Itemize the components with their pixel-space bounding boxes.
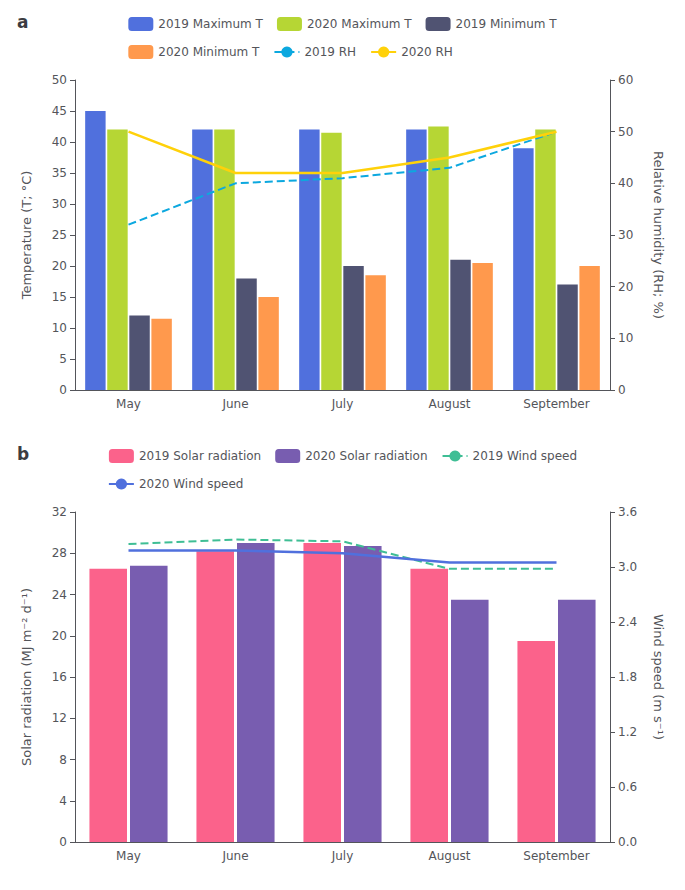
svg-text:2020 Solar radiation: 2020 Solar radiation [305, 449, 427, 463]
svg-text:2019 Maximum T: 2019 Maximum T [158, 17, 263, 31]
svg-text:Relative humidity (RH; %): Relative humidity (RH; %) [651, 151, 666, 319]
svg-text:3.0: 3.0 [618, 560, 637, 574]
svg-text:June: June [221, 849, 248, 863]
svg-text:50: 50 [52, 73, 67, 87]
svg-text:10: 10 [52, 321, 67, 335]
svg-text:30: 30 [52, 197, 67, 211]
svg-text:2020 Minimum T: 2020 Minimum T [158, 45, 260, 59]
svg-text:10: 10 [618, 331, 633, 345]
svg-text:40: 40 [52, 135, 67, 149]
svg-text:September: September [523, 849, 589, 863]
svg-text:b: b [17, 444, 29, 464]
svg-text:July: July [331, 397, 354, 411]
svg-text:30: 30 [618, 228, 633, 242]
svg-text:35: 35 [52, 166, 67, 180]
svg-text:50: 50 [618, 125, 633, 139]
svg-text:Wind speed (m s⁻¹): Wind speed (m s⁻¹) [651, 614, 666, 740]
svg-text:2019 Solar radiation: 2019 Solar radiation [139, 449, 261, 463]
svg-text:20: 20 [618, 280, 633, 294]
svg-text:1.8: 1.8 [618, 670, 637, 684]
svg-text:0: 0 [618, 383, 626, 397]
svg-text:2019 Wind speed: 2019 Wind speed [473, 449, 578, 463]
svg-text:24: 24 [52, 588, 67, 602]
svg-text:60: 60 [618, 73, 633, 87]
svg-text:12: 12 [52, 711, 67, 725]
svg-text:5: 5 [59, 352, 67, 366]
svg-text:0: 0 [59, 383, 67, 397]
svg-text:40: 40 [618, 176, 633, 190]
svg-text:20: 20 [52, 259, 67, 273]
svg-text:45: 45 [52, 104, 67, 118]
svg-text:2020 Wind speed: 2020 Wind speed [139, 477, 244, 491]
svg-text:July: July [331, 849, 354, 863]
svg-text:May: May [116, 849, 141, 863]
svg-text:August: August [429, 397, 471, 411]
svg-text:2019 Minimum T: 2019 Minimum T [456, 17, 558, 31]
svg-text:0: 0 [59, 835, 67, 849]
svg-text:1.2: 1.2 [618, 725, 637, 739]
svg-text:0.0: 0.0 [618, 835, 637, 849]
svg-text:20: 20 [52, 629, 67, 643]
svg-text:September: September [523, 397, 589, 411]
svg-text:4: 4 [59, 794, 67, 808]
svg-text:16: 16 [52, 670, 67, 684]
svg-text:2019 RH: 2019 RH [304, 45, 356, 59]
svg-text:32: 32 [52, 505, 67, 519]
svg-text:3.6: 3.6 [618, 505, 637, 519]
svg-text:15: 15 [52, 290, 67, 304]
svg-text:2.4: 2.4 [618, 615, 637, 629]
svg-text:8: 8 [59, 753, 67, 767]
svg-text:28: 28 [52, 546, 67, 560]
svg-text:25: 25 [52, 228, 67, 242]
svg-text:Solar radiation (MJ m⁻² d⁻¹): Solar radiation (MJ m⁻² d⁻¹) [19, 588, 34, 766]
svg-text:0.6: 0.6 [618, 780, 637, 794]
svg-text:2020 RH: 2020 RH [401, 45, 453, 59]
svg-text:May: May [116, 397, 141, 411]
svg-text:2020 Maximum T: 2020 Maximum T [307, 17, 412, 31]
svg-text:August: August [429, 849, 471, 863]
svg-text:June: June [221, 397, 248, 411]
svg-text:Temperature (T; °C): Temperature (T; °C) [19, 171, 34, 301]
svg-text:a: a [17, 12, 28, 32]
